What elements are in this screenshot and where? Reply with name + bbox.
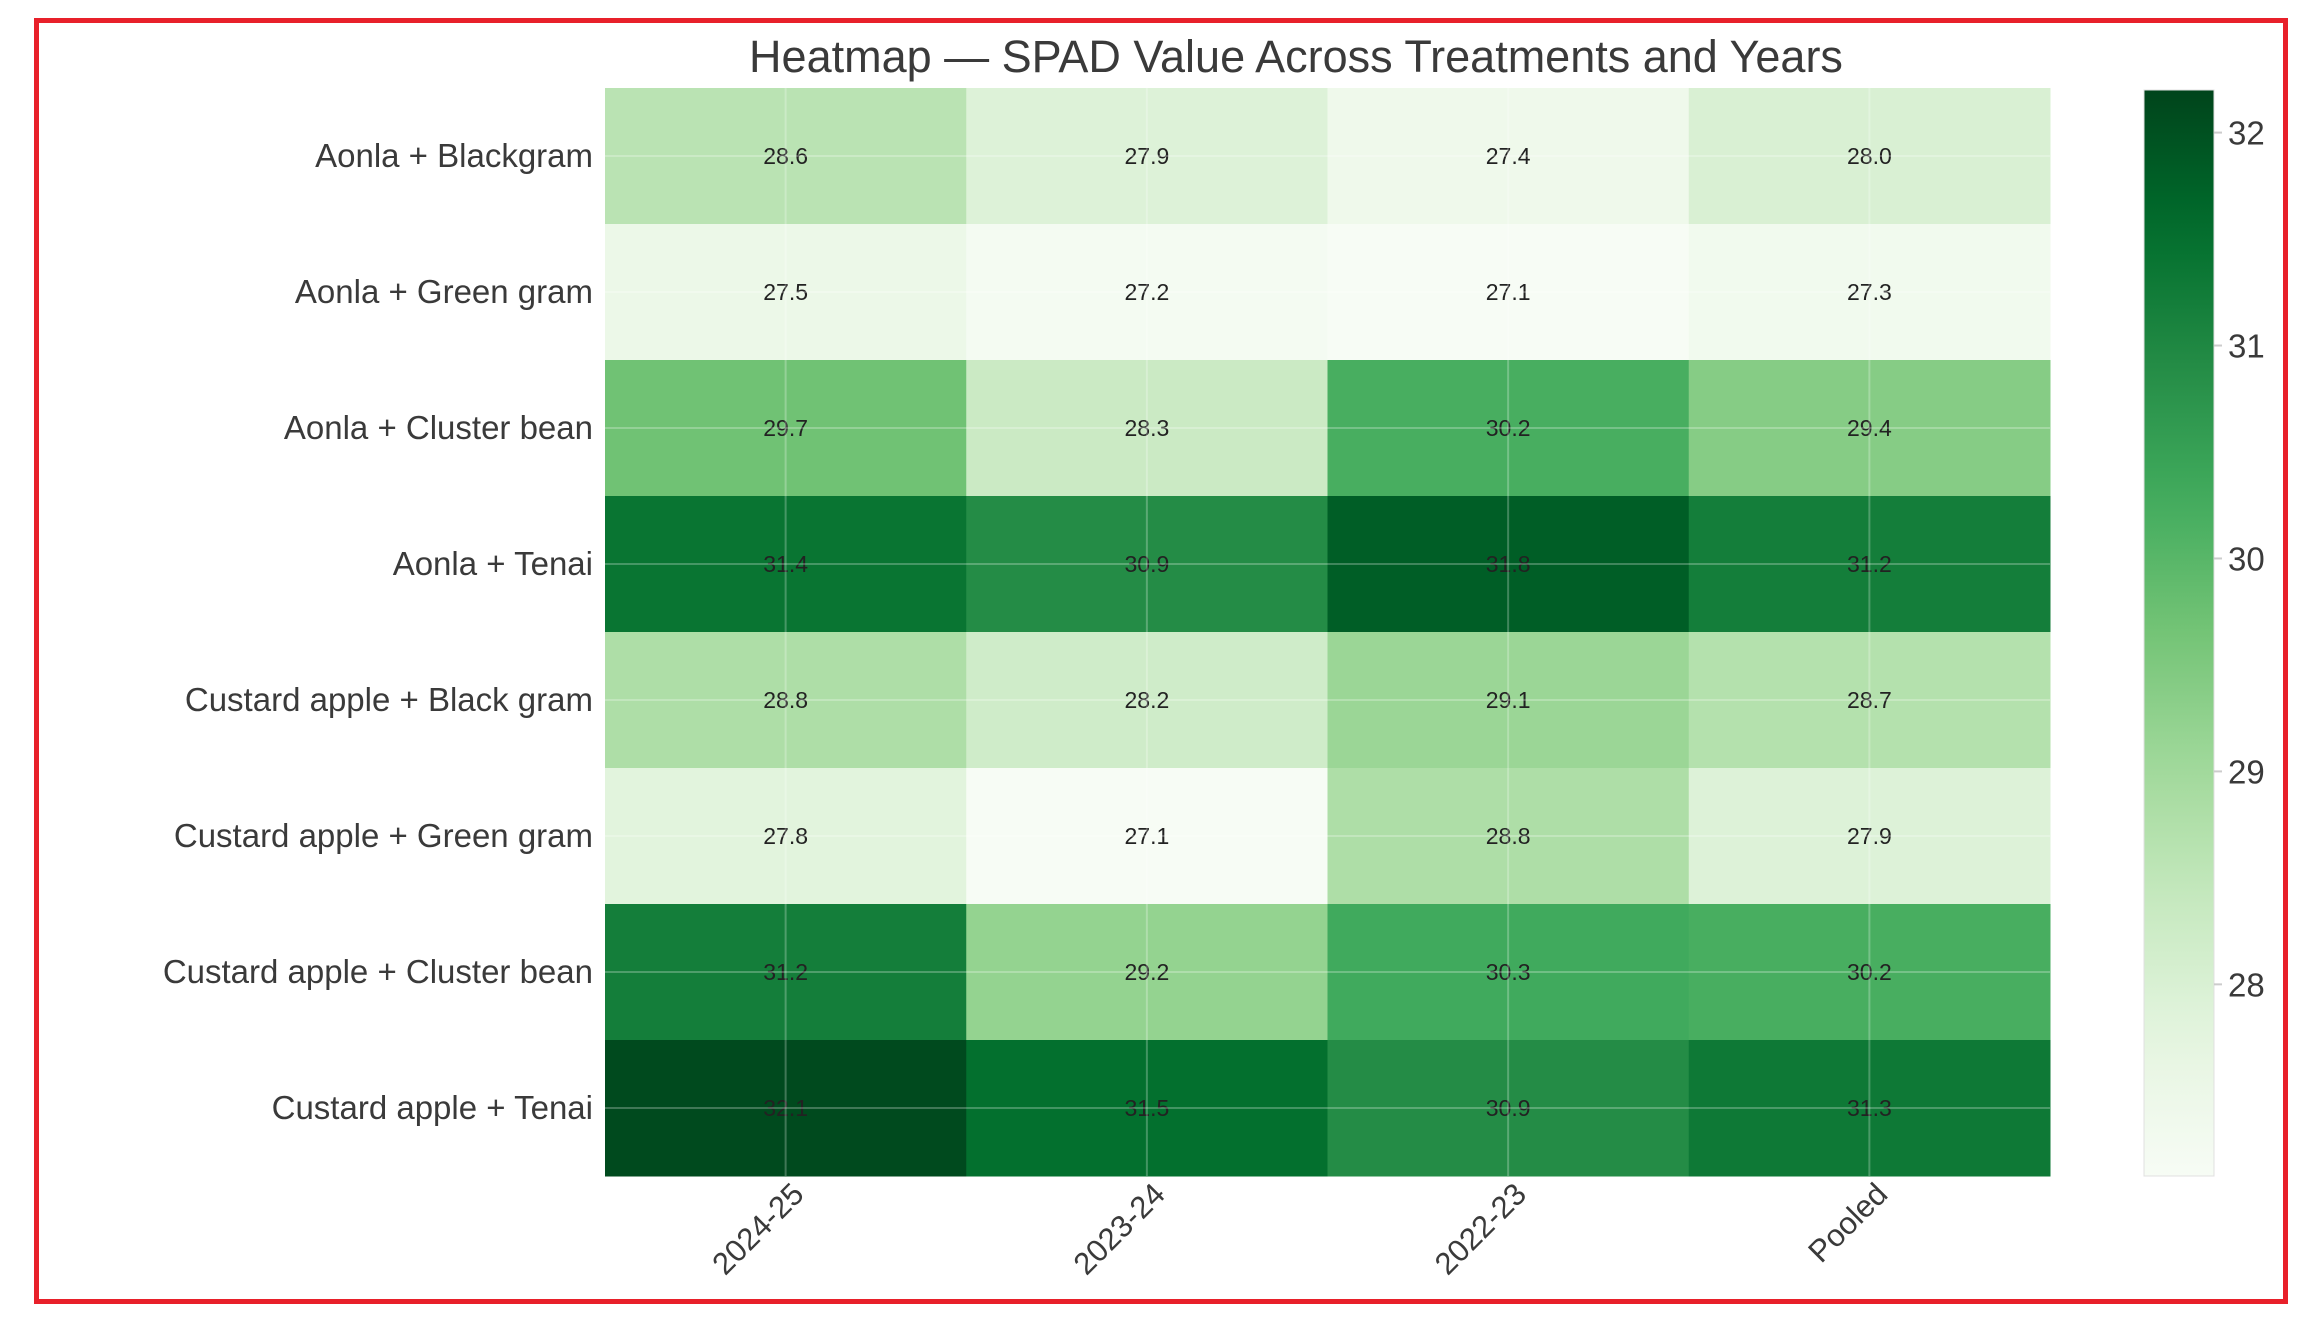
cell-value-label: 27.9 — [1124, 143, 1169, 169]
row-label: Aonla + Tenai — [393, 545, 593, 582]
heatmap-cell — [605, 88, 967, 225]
heatmap-cell — [1688, 224, 2051, 361]
cell-value-label: 28.0 — [1847, 143, 1892, 169]
cell-value-label: 31.8 — [1486, 551, 1531, 577]
row-label: Aonla + Cluster bean — [284, 409, 593, 446]
colorbar-tick-label: 29 — [2228, 753, 2265, 790]
heatmap-cell — [605, 768, 967, 905]
heatmap-cell — [605, 224, 967, 361]
cell-value-label: 30.2 — [1847, 959, 1892, 985]
colorbar — [2143, 89, 2215, 1177]
row-label: Custard apple + Cluster bean — [163, 953, 593, 990]
heatmap-cell — [1327, 632, 1690, 769]
heatmap-cell — [1327, 360, 1690, 497]
heatmap-cell — [1327, 904, 1690, 1041]
cell-value-label: 28.3 — [1124, 415, 1169, 441]
heatmap-cell — [1688, 904, 2051, 1041]
figure-border — [34, 18, 2288, 1304]
heatmap-cell — [605, 496, 967, 633]
row-label: Aonla + Blackgram — [315, 137, 593, 174]
row-labels: Aonla + Blackgram Aonla + Green gram Aonla… — [163, 137, 593, 1126]
colorbar-tick-label: 28 — [2228, 966, 2265, 1003]
cell-value-label: 27.2 — [1124, 279, 1169, 305]
colorbar-tick-label: 30 — [2228, 540, 2265, 577]
heatmap-cell — [1688, 496, 2051, 633]
column-label: 2022-23 — [1428, 1176, 1533, 1281]
cell-value-label: 28.6 — [763, 143, 808, 169]
row-label: Custard apple + Green gram — [174, 817, 593, 854]
heatmap-cell — [966, 360, 1328, 497]
heatmap-cell — [605, 1040, 967, 1177]
colorbar-tick-label: 32 — [2228, 115, 2265, 152]
heatmap-cell — [605, 632, 967, 769]
cell-value-label: 29.2 — [1124, 959, 1169, 985]
row-label: Aonla + Green gram — [295, 273, 593, 310]
heatmap-cell — [1327, 768, 1690, 905]
cell-value-label: 27.1 — [1486, 279, 1531, 305]
chart-title: Heatmap — SPAD Value Across Treatments a… — [749, 31, 1843, 82]
column-label: Pooled — [1801, 1176, 1894, 1269]
heatmap-cell — [966, 1040, 1328, 1177]
cell-value-label: 29.7 — [763, 415, 808, 441]
heatmap-cells — [605, 88, 2051, 1177]
heatmap-cell — [966, 768, 1328, 905]
colorbar-tick-label: 31 — [2228, 328, 2265, 365]
column-label: 2024-25 — [705, 1176, 810, 1281]
heatmap-cell — [1327, 88, 1690, 225]
column-labels: 2024-25 2023-24 2022-23 Pooled — [705, 1176, 1894, 1281]
cell-value-label: 28.8 — [1486, 823, 1531, 849]
row-label: Custard apple + Tenai — [272, 1089, 593, 1126]
cell-value-label: 30.9 — [1124, 551, 1169, 577]
heatmap-cell — [605, 360, 967, 497]
heatmap-cell — [966, 496, 1328, 633]
cell-value-label: 27.3 — [1847, 279, 1892, 305]
cell-value-label: 31.3 — [1847, 1095, 1892, 1121]
cell-value-label: 31.5 — [1124, 1095, 1169, 1121]
cell-value-label: 31.2 — [763, 959, 808, 985]
cell-value-label: 29.1 — [1486, 687, 1531, 713]
cell-value-label: 27.4 — [1486, 143, 1531, 169]
cell-value-label: 27.8 — [763, 823, 808, 849]
heatmap-cell — [1327, 224, 1690, 361]
heatmap-cell — [1688, 360, 2051, 497]
cell-value-label: 29.4 — [1847, 415, 1892, 441]
column-label: 2023-24 — [1067, 1176, 1172, 1281]
cell-value-label: 31.2 — [1847, 551, 1892, 577]
cell-value-label: 27.9 — [1847, 823, 1892, 849]
heatmap-cell — [1327, 1040, 1690, 1177]
cell-value-label: 28.7 — [1847, 687, 1892, 713]
colorbar-gradient — [2143, 89, 2215, 1177]
colorbar-ticks: 28 29 30 31 32 — [2214, 115, 2265, 1003]
cell-value-label: 32.1 — [763, 1095, 808, 1121]
heatmap-cell — [1688, 632, 2051, 769]
heatmap-cell — [605, 904, 967, 1041]
heatmap-cell — [1688, 768, 2051, 905]
cell-value-label: 30.3 — [1486, 959, 1531, 985]
row-label: Custard apple + Black gram — [185, 681, 593, 718]
heatmap-cell — [966, 904, 1328, 1041]
heatmap-cell — [966, 632, 1328, 769]
cell-value-label: 30.9 — [1486, 1095, 1531, 1121]
heatmap-cell — [966, 224, 1328, 361]
cell-value-label: 31.4 — [763, 551, 808, 577]
cell-value-label: 28.2 — [1124, 687, 1169, 713]
cell-labels: 28.6 27.9 27.4 28.0 27.5 27.2 27.1 27.3 29.7 28.3… — [763, 143, 1892, 1121]
heatmap-cell — [1688, 88, 2051, 225]
cell-value-label: 30.2 — [1486, 415, 1531, 441]
cell-value-label: 27.5 — [763, 279, 808, 305]
cell-value-label: 27.1 — [1124, 823, 1169, 849]
heatmap-cell — [1327, 496, 1690, 633]
heatmap-cell — [966, 88, 1328, 225]
gridlines — [605, 88, 2050, 1176]
cell-value-label: 28.8 — [763, 687, 808, 713]
heatmap-cell — [1688, 1040, 2051, 1177]
